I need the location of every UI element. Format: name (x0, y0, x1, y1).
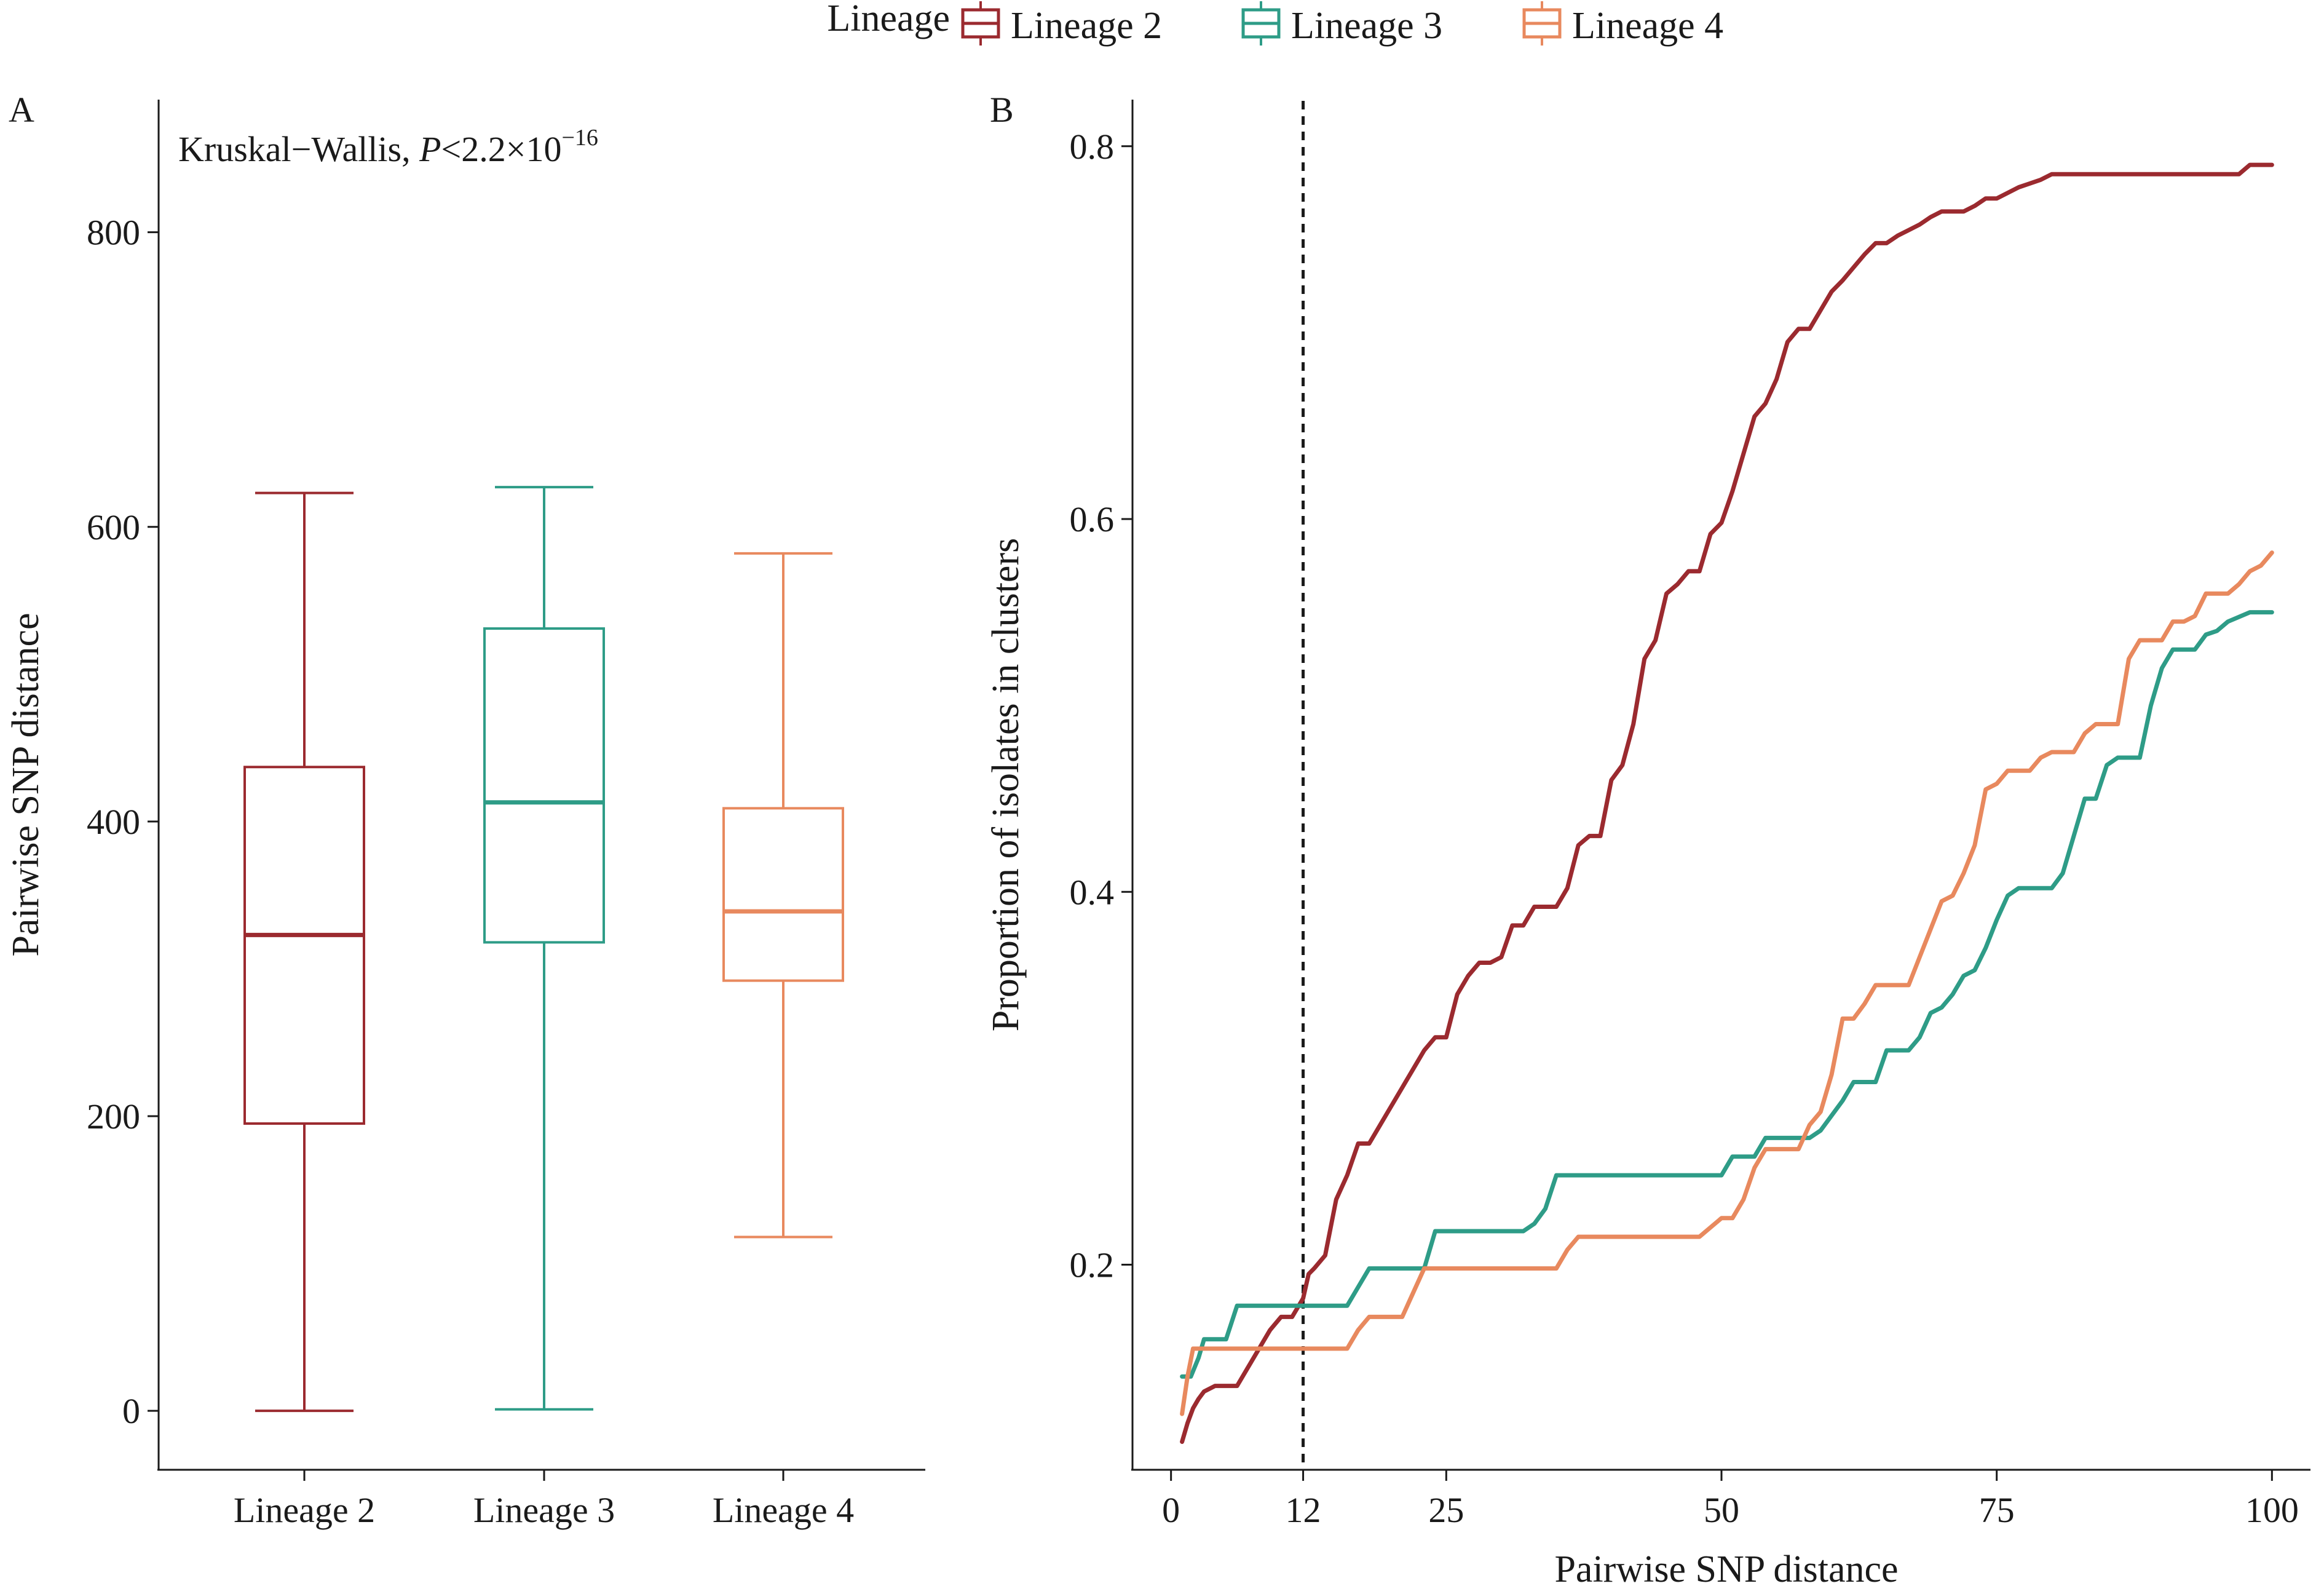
iqr-box (483, 627, 605, 944)
x-tick-label: 12 (1286, 1490, 1321, 1530)
x-tick-label: Lineage 2 (234, 1490, 375, 1530)
x-tick-label: 0 (1162, 1490, 1180, 1530)
y-tick-label: 0.6 (1070, 499, 1115, 539)
panel-a-x-tick-lineage-3: Lineage 3 (473, 1470, 615, 1530)
panel-b-y-tick-0-4: 0.4 (1070, 872, 1132, 912)
series-line-lineage-2 (1180, 162, 2274, 1444)
panel-b-x-tick-25: 25 (1428, 1470, 1464, 1530)
legend-item-lineage-4: Lineage 4 (1522, 1, 1723, 47)
panel-b-x-tick-12: 12 (1286, 1470, 1321, 1530)
panel-a-y-tick-400: 400 (87, 802, 159, 842)
panel-b-y-tick-0-2: 0.2 (1070, 1245, 1132, 1285)
legend-item-lineage-3: Lineage 3 (1241, 1, 1442, 47)
legend-label-lineage-2: Lineage 2 (1011, 5, 1162, 47)
legend-label-lineage-4: Lineage 4 (1572, 5, 1723, 47)
panel-a-y-tick-0: 0 (122, 1391, 159, 1431)
box-lineage-3 (483, 486, 605, 1411)
box-lineage-2 (243, 491, 365, 1413)
x-tick-label: 25 (1428, 1490, 1464, 1530)
annotation-p-exponent: −16 (561, 125, 598, 151)
legend-title: Lineage (827, 0, 950, 39)
y-tick-label: 0.4 (1070, 872, 1115, 912)
y-tick-label: 0.2 (1070, 1245, 1115, 1285)
series-line-lineage-3 (1180, 610, 2274, 1379)
y-tick-label: 200 (87, 1096, 140, 1136)
panel-a-y-ticks: 0 200 400 600 800 (87, 213, 159, 1431)
kruskal-wallis-annotation: Kruskal−Wallis, P<2.2×10−16 (178, 125, 598, 169)
panel-a-y-axis-title: Pairwise SNP distance (5, 613, 47, 956)
panel-a-x-tick-lineage-2: Lineage 2 (234, 1470, 375, 1530)
panel-a: A Kruskal−Wallis, P<2.2×10−16 0 200 400 600… (5, 90, 925, 1530)
panel-a-y-tick-800: 800 (87, 213, 159, 253)
legend: Lineage Lineage 2 Lineage 3 Lineage 4 (827, 0, 1723, 47)
panel-b-x-tick-0: 0 (1162, 1470, 1180, 1530)
x-tick-label: 100 (2245, 1490, 2299, 1530)
y-tick-label: 0 (122, 1391, 140, 1431)
y-tick-label: 600 (87, 507, 140, 547)
annotation-prefix: Kruskal−Wallis, (178, 129, 419, 169)
panel-b-series (1180, 162, 2274, 1444)
panel-b-x-tick-100: 100 (2245, 1470, 2299, 1530)
panel-b-y-tick-0-6: 0.6 (1070, 499, 1132, 539)
y-tick-label: 0.8 (1070, 127, 1115, 167)
x-tick-label: 75 (1979, 1490, 2015, 1530)
panel-b-x-tick-50: 50 (1704, 1470, 1739, 1530)
x-tick-label: Lineage 3 (473, 1490, 615, 1530)
panel-a-x-ticks: Lineage 2 Lineage 3 Lineage 4 (234, 1470, 854, 1530)
legend-items: Lineage 2 Lineage 3 Lineage 4 (961, 1, 1723, 47)
annotation-p-value: <2.2×10 (441, 129, 562, 169)
legend-label-lineage-3: Lineage 3 (1291, 5, 1442, 47)
panel-b: B 0.2 0.4 0.6 0.8 0 12 25 50 75 100 Proportion o… (985, 90, 2310, 1590)
iqr-box (722, 807, 844, 982)
legend-key-lineage-2 (961, 1, 1000, 46)
box-lineage-4 (722, 552, 844, 1239)
panel-b-y-ticks: 0.2 0.4 0.6 0.8 (1070, 127, 1132, 1285)
legend-key-lineage-4 (1522, 1, 1562, 46)
panel-b-y-axis-title: Proportion of isolates in clusters (985, 538, 1027, 1031)
series-line-lineage-4 (1180, 550, 2274, 1416)
panel-a-y-tick-200: 200 (87, 1096, 159, 1136)
legend-key-lineage-3 (1241, 1, 1281, 46)
x-tick-label: 50 (1704, 1490, 1739, 1530)
panel-b-x-tick-75: 75 (1979, 1470, 2015, 1530)
panel-b-label: B (990, 90, 1014, 130)
panel-b-y-tick-0-8: 0.8 (1070, 127, 1132, 167)
annotation-p-symbol: P (419, 129, 441, 169)
iqr-box (243, 766, 365, 1125)
panel-a-x-tick-lineage-4: Lineage 4 (713, 1470, 854, 1530)
panel-b-x-ticks: 0 12 25 50 75 100 (1162, 1470, 2299, 1530)
y-tick-label: 800 (87, 213, 140, 253)
panel-a-boxes (243, 486, 844, 1413)
panel-a-y-tick-600: 600 (87, 507, 159, 547)
legend-item-lineage-2: Lineage 2 (961, 1, 1162, 47)
y-tick-label: 400 (87, 802, 140, 842)
panel-b-x-axis-title: Pairwise SNP distance (1554, 1548, 1898, 1590)
x-tick-label: Lineage 4 (713, 1490, 854, 1530)
panel-a-label: A (9, 90, 34, 130)
